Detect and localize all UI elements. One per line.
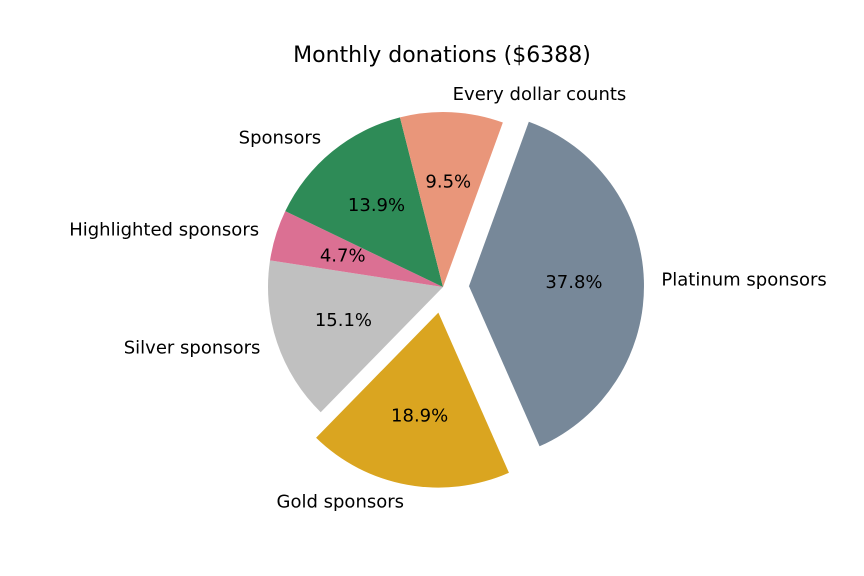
slice-every-dollar-counts: [399, 112, 503, 288]
chart-title: Monthly donations ($6388): [293, 43, 591, 68]
slice-highlighted-sponsors: [270, 211, 443, 287]
pct-label-sponsors: 13.9%: [348, 195, 405, 216]
label-silver-sponsors: Silver sponsors: [124, 337, 261, 358]
label-platinum-sponsors: Platinum sponsors: [661, 269, 826, 290]
pct-label-gold-sponsors: 18.9%: [391, 405, 448, 426]
slice-platinum-sponsors: [468, 121, 644, 447]
pie-labels: 37.8% Platinum sponsors 18.9% Gold sponsors…: [69, 84, 827, 512]
pct-label-every-dollar-counts: 9.5%: [425, 172, 471, 193]
pct-label-platinum-sponsors: 37.8%: [545, 272, 602, 293]
slice-silver-sponsors: [267, 260, 443, 413]
label-gold-sponsors: Gold sponsors: [277, 491, 405, 512]
slice-sponsors: [285, 117, 443, 287]
label-every-dollar-counts: Every dollar counts: [453, 84, 627, 105]
label-highlighted-sponsors: Highlighted sponsors: [69, 220, 259, 241]
label-sponsors: Sponsors: [239, 127, 321, 148]
pct-label-highlighted-sponsors: 4.7%: [320, 245, 366, 266]
slice-gold-sponsors: [316, 312, 509, 488]
pie-slices: [267, 112, 644, 488]
pct-label-silver-sponsors: 15.1%: [315, 310, 372, 331]
